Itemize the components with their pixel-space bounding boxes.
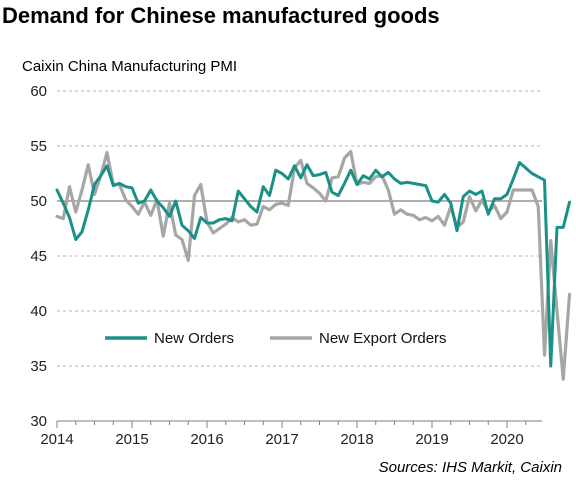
series-line-new-export-orders: [55, 149, 572, 381]
x-tick-label-2016: 2016: [190, 431, 223, 448]
y-tick-label-55: 55: [30, 138, 47, 155]
gridlines: [57, 90, 542, 367]
x-tick-label-2018: 2018: [340, 431, 373, 448]
y-tick-label-50: 50: [30, 193, 47, 210]
x-axis: 2014 2015 2016 2017 2018 2019 2020: [40, 420, 542, 448]
x-tick-label-2019: 2019: [415, 431, 448, 448]
x-tick-label-2020: 2020: [490, 431, 523, 448]
chart-title: Demand for Chinese manufactured goods: [2, 3, 440, 28]
legend-label-new-export-orders: New Export Orders: [319, 330, 447, 347]
y-tick-label-45: 45: [30, 248, 47, 265]
x-tick-label-2014: 2014: [40, 431, 73, 448]
y-tick-label-60: 60: [30, 83, 47, 100]
y-tick-label-35: 35: [30, 358, 47, 375]
legend: New Orders New Export Orders: [105, 330, 447, 347]
chart-subtitle: Caixin China Manufacturing PMI: [22, 58, 238, 75]
y-tick-label-30: 30: [30, 413, 47, 430]
x-tick-label-2015: 2015: [115, 431, 148, 448]
series-lines: [55, 149, 572, 381]
x-tick-label-2017: 2017: [265, 431, 298, 448]
y-axis-ticks: 30 35 40 45 50 55 60: [30, 83, 47, 430]
series-line-new-orders: [55, 161, 571, 368]
y-tick-label-40: 40: [30, 303, 47, 320]
source-note: Sources: IHS Markit, Caixin: [378, 459, 562, 476]
legend-label-new-orders: New Orders: [154, 330, 234, 347]
